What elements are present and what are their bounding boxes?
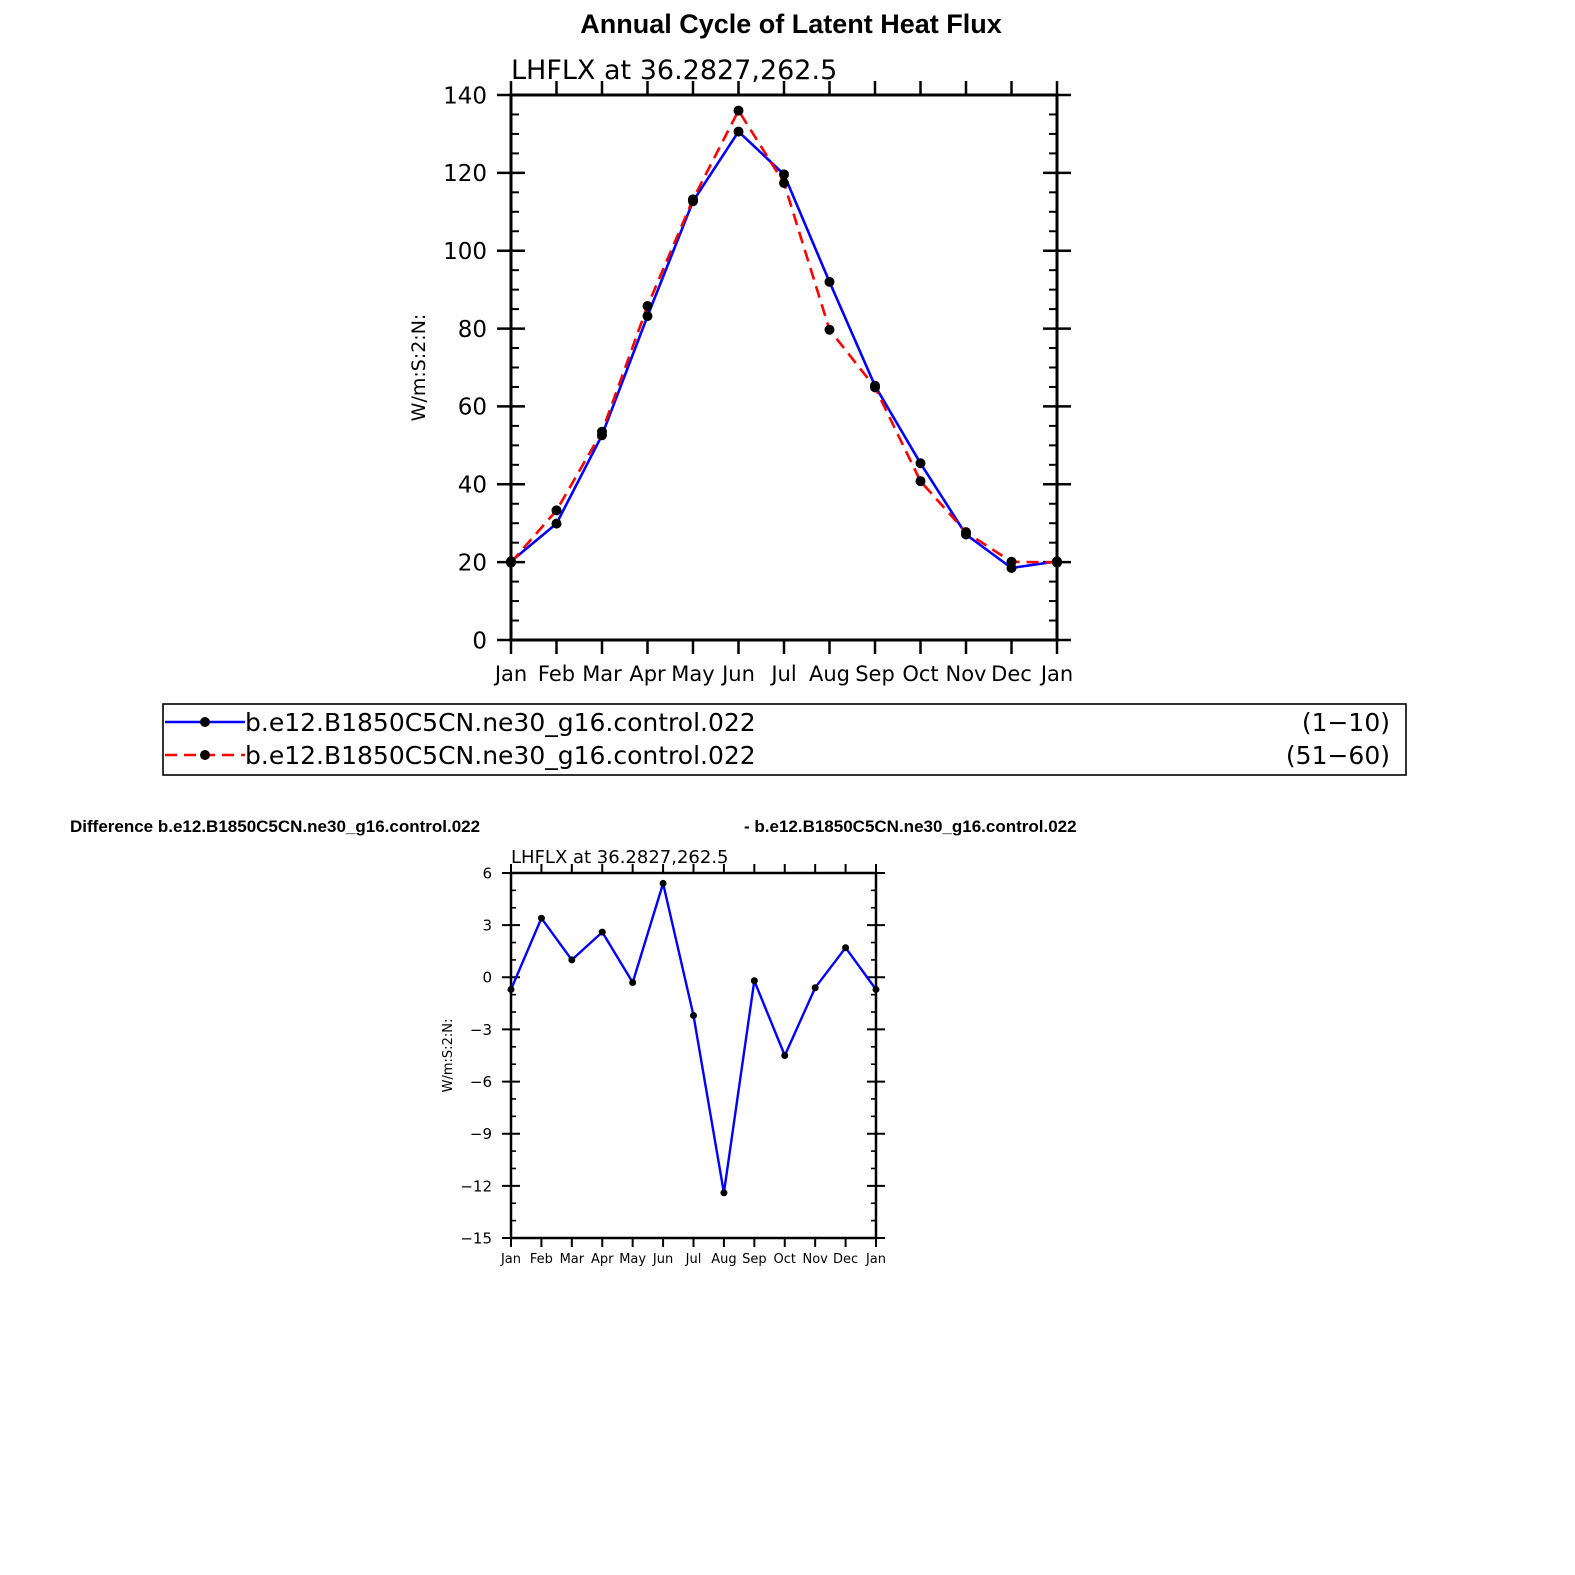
data-point-series-1 — [872, 985, 880, 993]
y-tick-label: −12 — [460, 1177, 492, 1195]
data-point-series-2 — [506, 557, 516, 568]
data-point-series-1 — [811, 984, 819, 992]
data-point-series-2 — [915, 476, 926, 487]
x-tick-label: Nov — [946, 662, 987, 686]
difference-chart: LHFLX at 36.2827,262.5 −15 −12 −9 −6 −3 0 3 6 Jan… — [441, 847, 886, 1267]
y-tick-label: 6 — [482, 864, 492, 882]
plot-frame — [509, 871, 878, 1240]
plot-subtitle: LHFLX at 36.2827,262.5 — [511, 55, 837, 86]
data-point-series-2 — [551, 505, 562, 516]
y-tick-label: 20 — [458, 550, 487, 576]
data-point-series-2 — [961, 527, 971, 538]
y-tick-label: 0 — [472, 628, 487, 654]
legend-range-2: (51−60) — [1286, 741, 1390, 770]
data-point-series-1 — [842, 944, 850, 952]
x-tick-label: May — [671, 662, 714, 686]
x-tick-label: Jan — [1039, 662, 1073, 686]
x-tick-label: Jul — [685, 1252, 702, 1267]
x-tick-label: Oct — [902, 662, 938, 686]
data-point-series-1 — [659, 879, 667, 887]
x-tick-label: Dec — [991, 662, 1032, 686]
data-point-series-2 — [733, 105, 744, 116]
y-axis-label: W/m:S:2:N: — [408, 314, 430, 422]
data-point-series-1 — [629, 979, 637, 986]
legend-range-1: (1−10) — [1302, 708, 1390, 737]
x-tick-label: Jun — [720, 662, 755, 686]
annual-cycle-chart: LHFLX at 36.2827,262.5 0 20 40 60 80 100 120 140… — [408, 55, 1073, 686]
series-line-1 — [510, 130, 1058, 570]
data-point-series-1 — [824, 276, 835, 287]
x-tick-label: Sep — [742, 1252, 767, 1267]
data-point-series-1 — [551, 518, 562, 529]
x-tick-label: Jun — [652, 1252, 673, 1267]
x-tick-label: Dec — [833, 1252, 858, 1267]
legend-marker-2 — [200, 750, 210, 760]
y-tick-label: 0 — [482, 969, 492, 987]
data-point-series-2 — [870, 382, 880, 393]
x-tick-label: Aug — [711, 1252, 736, 1267]
y-tick-label: 120 — [443, 161, 487, 187]
x-tick-label: Jan — [493, 662, 527, 686]
x-tick-label: Jul — [769, 662, 796, 686]
data-point-series-2 — [779, 177, 789, 188]
y-tick-label: 100 — [443, 239, 487, 265]
data-point-series-1 — [915, 458, 926, 469]
x-tick-label: Mar — [582, 662, 622, 686]
y-tick-label: −15 — [460, 1229, 492, 1247]
x-tick-label: Feb — [538, 662, 575, 686]
y-tick-label: 80 — [458, 317, 487, 343]
main-title: Annual Cycle of Latent Heat Flux — [580, 9, 1002, 39]
data-point-series-2 — [1052, 557, 1062, 568]
data-point-series-1 — [537, 914, 545, 922]
y-tick-label: −9 — [470, 1125, 492, 1143]
x-tick-label: Apr — [629, 662, 666, 686]
x-tick-label: Oct — [774, 1252, 796, 1267]
y-axis-label: W/m:S:2:N: — [441, 1019, 456, 1093]
data-point-series-1 — [781, 1052, 789, 1059]
data-point-series-2 — [597, 426, 607, 437]
data-point-series-1 — [720, 1189, 728, 1197]
data-point-series-1 — [642, 311, 653, 322]
legend: b.e12.B1850C5CN.ne30_g16.control.022 (1−1… — [162, 703, 1407, 776]
legend-box — [162, 703, 1407, 776]
data-point-series-1 — [690, 1012, 697, 1020]
data-point-series-1 — [733, 126, 744, 137]
legend-label-1: b.e12.B1850C5CN.ne30_g16.control.022 — [245, 708, 756, 737]
legend-marker-1 — [200, 717, 210, 727]
x-tick-label: Mar — [560, 1252, 585, 1267]
series-line-1 — [509, 882, 877, 1195]
data-point-series-1 — [598, 928, 606, 936]
difference-title-left: Difference b.e12.B1850C5CN.ne30_g16.cont… — [70, 817, 480, 836]
x-tick-label: Jan — [500, 1252, 521, 1267]
x-tick-label: Nov — [802, 1252, 828, 1267]
plot-subtitle: LHFLX at 36.2827,262.5 — [511, 847, 729, 868]
x-tick-label: Apr — [591, 1252, 614, 1267]
data-point-series-1 — [750, 977, 758, 985]
data-point-series-1 — [779, 169, 789, 180]
legend-label-2: b.e12.B1850C5CN.ne30_g16.control.022 — [245, 741, 756, 770]
y-tick-label: 40 — [458, 473, 487, 499]
y-tick-label: −6 — [470, 1073, 492, 1091]
y-tick-label: 3 — [482, 917, 492, 935]
x-tick-label: May — [619, 1252, 646, 1267]
data-point-series-1 — [507, 985, 515, 993]
data-point-series-2 — [824, 324, 835, 335]
x-tick-label: Aug — [809, 662, 850, 686]
difference-title-right: - b.e12.B1850C5CN.ne30_g16.control.022 — [744, 817, 1077, 836]
data-point-series-2 — [642, 300, 653, 311]
x-tick-label: Feb — [530, 1252, 553, 1267]
y-tick-label: 60 — [458, 395, 487, 421]
data-point-series-2 — [1006, 556, 1017, 567]
x-tick-label: Sep — [855, 662, 895, 686]
y-tick-label: 140 — [443, 83, 487, 109]
data-point-series-2 — [688, 194, 698, 205]
x-tick-label: Jan — [865, 1252, 886, 1267]
y-tick-label: −3 — [470, 1021, 492, 1039]
data-point-series-1 — [568, 956, 576, 964]
